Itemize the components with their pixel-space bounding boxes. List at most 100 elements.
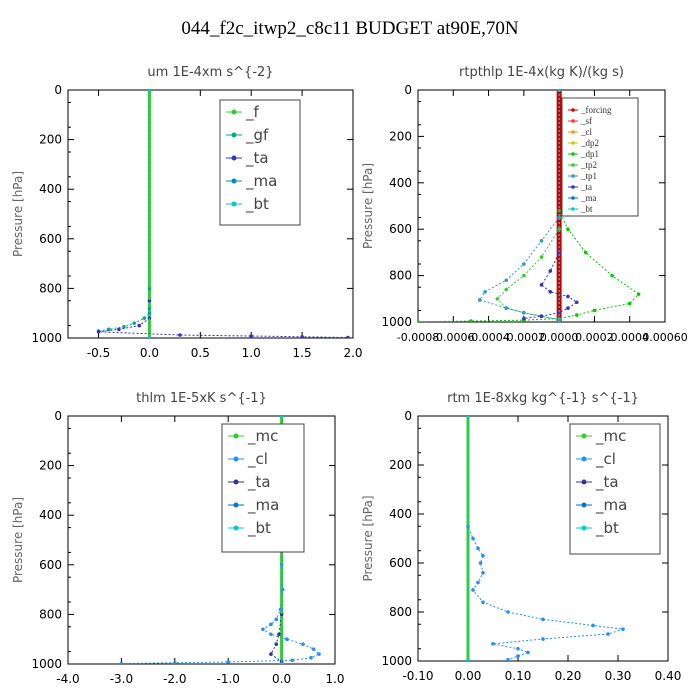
legend: _mc _cl _ta _ma _bt bbox=[221, 423, 305, 553]
series-point bbox=[285, 637, 289, 641]
legend-entry: _bt bbox=[595, 519, 619, 538]
series-point bbox=[119, 661, 124, 664]
series-point bbox=[557, 90, 561, 92]
legend-entry: _bt bbox=[580, 204, 593, 214]
legend-marker bbox=[571, 130, 575, 134]
series-point bbox=[476, 546, 480, 551]
series-point bbox=[592, 308, 597, 313]
x-tick-label: -0.0008 bbox=[397, 331, 439, 344]
series-point bbox=[279, 612, 284, 617]
legend: _f _gf _ta _ma _bt bbox=[219, 99, 301, 226]
y-tick-label: 0 bbox=[54, 83, 62, 97]
series-point bbox=[557, 215, 561, 220]
series-point bbox=[142, 316, 147, 320]
x-tick-label: 0.30 bbox=[605, 669, 632, 683]
y-tick-label: 400 bbox=[389, 507, 412, 521]
legend-entry: _ta bbox=[580, 182, 592, 192]
series-point bbox=[269, 652, 273, 656]
series-point bbox=[557, 310, 561, 315]
series-point bbox=[522, 316, 526, 321]
series-point bbox=[269, 632, 273, 637]
panel-title: thlm 1E-5xK s^{-1} bbox=[136, 391, 267, 406]
legend-marker bbox=[231, 132, 237, 138]
y-tick-label: 800 bbox=[389, 269, 412, 283]
legend-entry: _tp2 bbox=[580, 160, 597, 170]
series-line-ta bbox=[98, 90, 348, 338]
y-tick-label: 800 bbox=[389, 605, 412, 619]
x-tick-label: 1.0 bbox=[242, 346, 261, 360]
x-tick-label: -2.0 bbox=[163, 672, 186, 686]
series-point bbox=[178, 333, 182, 337]
legend-entry: _mc bbox=[595, 427, 626, 446]
series-point bbox=[147, 90, 152, 92]
y-tick-label: 1000 bbox=[381, 315, 412, 329]
series-point bbox=[147, 311, 152, 316]
series-point bbox=[249, 334, 254, 338]
series-point bbox=[471, 536, 475, 541]
series-line-tp2 bbox=[496, 90, 560, 321]
x-tick-label: -0.0004 bbox=[467, 331, 509, 344]
series-point bbox=[311, 647, 316, 651]
y-tick-label: 600 bbox=[39, 558, 62, 572]
y-tick-label: 600 bbox=[389, 222, 412, 236]
series-point bbox=[574, 313, 579, 317]
y-axis-label: Pressure [hPa] bbox=[361, 495, 375, 581]
series-point bbox=[117, 327, 121, 332]
series-point bbox=[557, 250, 561, 255]
x-tick-label: 0.0004 bbox=[610, 331, 649, 344]
series-line-gf bbox=[98, 90, 150, 332]
series-point bbox=[147, 306, 152, 311]
x-tick-label: -0.5 bbox=[87, 346, 110, 360]
series-line-cl bbox=[121, 416, 320, 664]
x-tick-label: 0.00060 bbox=[642, 331, 688, 344]
series-point bbox=[516, 646, 520, 651]
y-tick-label: 1000 bbox=[381, 654, 412, 668]
series-point bbox=[226, 660, 230, 664]
series-point bbox=[301, 642, 305, 646]
series-point bbox=[574, 300, 579, 305]
legend-entry: _tp1 bbox=[580, 171, 597, 181]
series-point bbox=[147, 286, 152, 291]
series-point bbox=[132, 321, 136, 325]
x-tick-label: 0.40 bbox=[655, 669, 682, 683]
x-tick-label: -0.10 bbox=[402, 669, 433, 683]
legend-marker bbox=[233, 502, 239, 508]
legend-marker bbox=[571, 152, 575, 156]
series-point bbox=[610, 273, 614, 278]
x-tick-label: -0.0002 bbox=[503, 331, 545, 344]
legend-entry: _bt bbox=[247, 519, 271, 538]
series-point bbox=[481, 600, 485, 604]
series-point bbox=[583, 250, 588, 255]
x-tick-label: 0.0 bbox=[140, 346, 159, 360]
legend-entry: _ta bbox=[247, 473, 271, 492]
y-tick-label: 200 bbox=[389, 129, 412, 143]
y-tick-label: 200 bbox=[39, 133, 62, 147]
panel-title: rtpthlp 1E-4x(kg K)/(kg s) bbox=[459, 65, 624, 80]
legend-entry: _cl bbox=[580, 127, 592, 137]
series-point bbox=[279, 416, 284, 418]
legend-marker bbox=[231, 109, 237, 115]
legend-marker bbox=[233, 525, 239, 531]
series-point bbox=[627, 301, 632, 306]
legend-marker bbox=[571, 163, 575, 167]
legend: _mc _cl _ta _ma _bt bbox=[569, 423, 661, 555]
y-tick-label: 600 bbox=[39, 232, 62, 246]
x-tick-label: 0.0 bbox=[272, 672, 291, 686]
y-tick-label: 600 bbox=[389, 556, 412, 570]
legend-entry: _ma bbox=[245, 172, 277, 191]
series-line-tp1 bbox=[478, 90, 560, 321]
series-point bbox=[466, 524, 470, 529]
x-tick-label: 1.5 bbox=[293, 346, 312, 360]
y-tick-label: 200 bbox=[39, 459, 62, 473]
x-tick-label: 0.00 bbox=[455, 669, 482, 683]
plot-frame bbox=[67, 415, 336, 665]
series-point bbox=[539, 255, 544, 259]
panel-title: um 1E-4xm s^{-2} bbox=[147, 65, 273, 80]
y-axis-label: Pressure [hPa] bbox=[11, 171, 25, 257]
legend-box bbox=[569, 423, 661, 555]
series-line-cl bbox=[467, 416, 624, 661]
series-point bbox=[346, 335, 350, 338]
series-point bbox=[566, 294, 570, 299]
legend-marker bbox=[231, 178, 237, 184]
legend-marker bbox=[571, 196, 575, 200]
